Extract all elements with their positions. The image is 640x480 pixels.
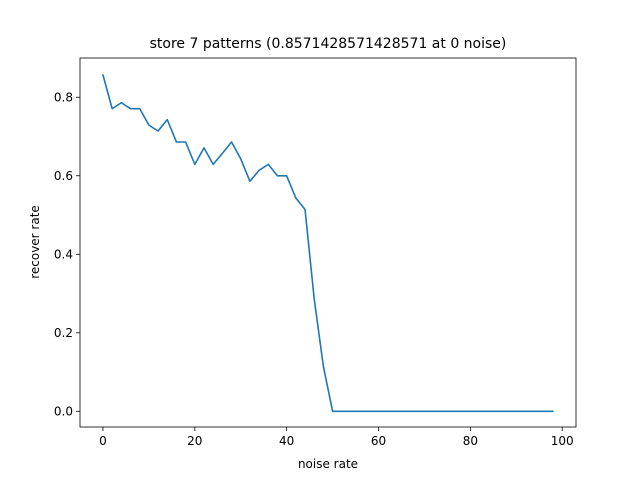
x-tick-label: 20 [187,434,202,448]
plot-area: 0 20 40 60 80 100 0.0 0.2 0.4 0.6 0.8 [54,57,577,448]
plot-frame [79,57,577,428]
x-axis-label: noise rate [298,457,358,471]
series-line-0 [102,74,554,413]
y-tick-label: 0.2 [54,326,73,340]
y-tick-label: 0.0 [54,404,73,418]
x-tick-label: 80 [463,434,478,448]
y-axis-label: recover rate [28,205,42,279]
x-tick-label: 40 [279,434,294,448]
y-tick-label: 0.6 [54,169,73,183]
x-tick-label: 0 [99,434,107,448]
x-tick-label: 60 [371,434,386,448]
chart-title: store 7 patterns (0.8571428571428571 at … [150,36,507,52]
y-tick-label: 0.8 [54,90,73,104]
x-tick-label: 100 [551,434,574,448]
y-tick-label: 0.4 [54,247,73,261]
